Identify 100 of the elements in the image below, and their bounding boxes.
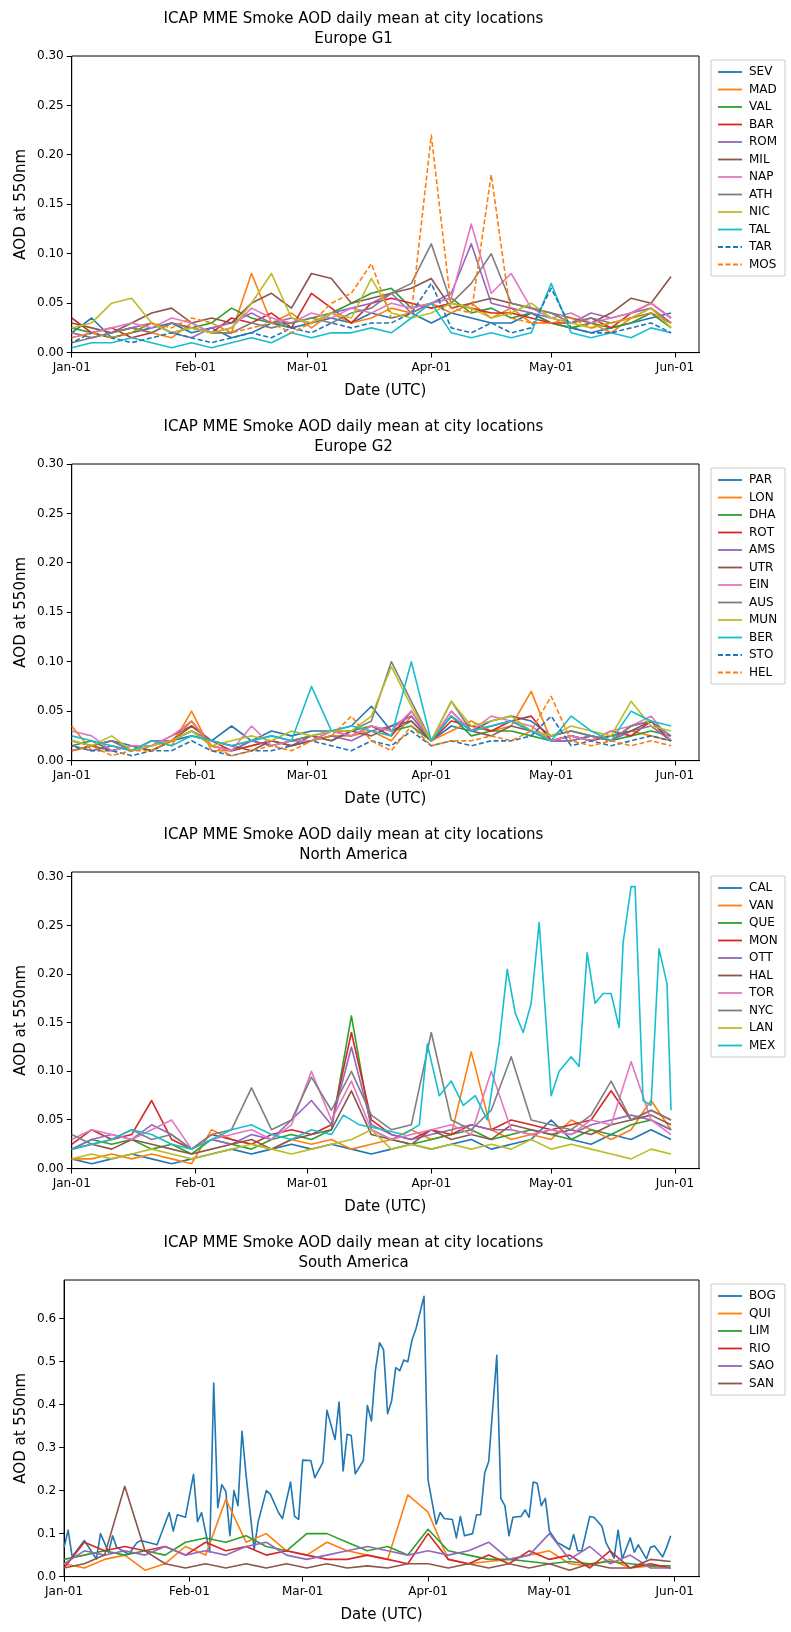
- y-tick-label: 0.25: [37, 97, 64, 112]
- y-tick-label: 0.15: [37, 604, 64, 619]
- legend-label: OTT: [749, 950, 774, 965]
- y-tick-label: 0.30: [37, 456, 64, 471]
- x-tick-label: May-01: [529, 767, 574, 782]
- chart-title: ICAP MME Smoke AOD daily mean at city locations: [163, 1232, 544, 1251]
- legend-label: VAN: [749, 897, 774, 912]
- y-tick-label: 0.10: [37, 1063, 64, 1078]
- legend-label: MON: [749, 932, 778, 947]
- y-tick-label: 0.2: [36, 1482, 57, 1497]
- y-tick-label: 0.20: [37, 966, 64, 981]
- legend-label: STO: [749, 647, 774, 662]
- y-tick-label: 0.20: [37, 146, 64, 161]
- chart-title: ICAP MME Smoke AOD daily mean at city locations: [163, 824, 544, 843]
- chart-subtitle: Europe G1: [314, 28, 393, 47]
- y-tick-label: 0.4: [36, 1396, 57, 1411]
- legend-label: TAR: [748, 239, 772, 254]
- legend-label: TAL: [748, 221, 771, 236]
- y-tick-label: 0.20: [37, 554, 64, 569]
- legend-label: NYC: [749, 1002, 774, 1017]
- y-tick-label: 0.15: [37, 1014, 64, 1029]
- legend-label: SAO: [749, 1358, 775, 1373]
- x-tick-label: Jun-01: [654, 359, 695, 374]
- y-tick-label: 0.05: [37, 295, 64, 310]
- legend-label: DHA: [749, 507, 777, 522]
- legend-label: ROT: [749, 524, 775, 539]
- legend-label: BOG: [749, 1288, 776, 1303]
- x-tick-label: Mar-01: [286, 767, 329, 782]
- y-tick-label: 0.1: [36, 1525, 57, 1540]
- chart-title: ICAP MME Smoke AOD daily mean at city locations: [163, 416, 544, 435]
- x-tick-label: May-01: [529, 1175, 574, 1190]
- legend-label: CAL: [749, 880, 773, 895]
- legend-label: MIL: [749, 151, 770, 166]
- legend-label: TOR: [748, 985, 775, 1000]
- legend-label: NAP: [749, 169, 774, 184]
- y-tick-label: 0.15: [37, 196, 64, 211]
- legend-label: AMS: [749, 542, 776, 557]
- y-tick-label: 0.05: [37, 703, 64, 718]
- legend-label: AUS: [749, 594, 774, 609]
- legend-label: LIM: [749, 1323, 770, 1338]
- x-tick-label: Apr-01: [411, 359, 452, 374]
- y-tick-label: 0.30: [37, 868, 64, 883]
- y-tick-label: 0.00: [37, 752, 64, 767]
- legend-label: MEX: [749, 1037, 776, 1052]
- legend-label: VAL: [749, 99, 772, 114]
- legend-label: EIN: [749, 577, 770, 592]
- y-tick-label: 0.25: [37, 917, 64, 932]
- x-axis-title: Date (UTC): [344, 380, 427, 399]
- legend-label: HEL: [749, 664, 773, 679]
- legend-label: HAL: [749, 967, 774, 982]
- legend-label: LAN: [749, 1020, 774, 1035]
- chart-subtitle: North America: [299, 844, 408, 863]
- x-tick-label: Jan-01: [51, 767, 91, 782]
- chart-subtitle: Europe G2: [314, 436, 393, 455]
- legend-label: RIO: [749, 1340, 771, 1355]
- legend-label: PAR: [749, 472, 773, 487]
- x-tick-label: Jan-01: [51, 1175, 91, 1190]
- legend-label: LON: [749, 489, 774, 504]
- legend-label: UTR: [749, 559, 774, 574]
- x-tick-label: Feb-01: [175, 359, 217, 374]
- y-tick-label: 0.25: [37, 505, 64, 520]
- y-tick-label: 0.00: [37, 1160, 64, 1175]
- chart-subtitle: South America: [298, 1252, 409, 1271]
- x-tick-label: Feb-01: [169, 1583, 210, 1598]
- legend-label: BER: [749, 629, 774, 644]
- legend-label: ROM: [749, 134, 778, 149]
- legend-label: NIC: [749, 204, 770, 219]
- legend-label: MUN: [749, 612, 778, 627]
- legend-label: QUI: [749, 1305, 771, 1320]
- x-tick-label: Jun-01: [654, 1583, 694, 1598]
- legend-label: MAD: [749, 81, 777, 96]
- legend-label: SEV: [749, 64, 774, 79]
- y-tick-label: 0.5: [36, 1353, 57, 1368]
- x-tick-label: Feb-01: [175, 767, 217, 782]
- x-tick-label: May-01: [529, 359, 574, 374]
- x-tick-label: Jun-01: [654, 1175, 695, 1190]
- y-tick-label: 0.0: [36, 1568, 57, 1583]
- y-tick-label: 0.00: [37, 344, 64, 359]
- legend-label: SAN: [749, 1375, 775, 1390]
- y-tick-label: 0.10: [37, 653, 64, 668]
- y-tick-label: 0.10: [37, 245, 64, 260]
- x-tick-label: Mar-01: [281, 1583, 324, 1598]
- x-axis-title: Date (UTC): [340, 1604, 423, 1623]
- legend-label: QUE: [749, 915, 775, 930]
- x-tick-label: Mar-01: [286, 359, 329, 374]
- y-axis-title: AOD at 550nm: [10, 556, 29, 668]
- legend-label: ATH: [749, 186, 773, 201]
- legend-label: MOS: [749, 256, 777, 271]
- x-tick-label: Apr-01: [408, 1583, 448, 1598]
- y-tick-label: 0.30: [37, 48, 64, 63]
- x-tick-label: Apr-01: [411, 1175, 452, 1190]
- y-axis-title: AOD at 550nm: [10, 148, 29, 260]
- x-tick-label: Apr-01: [411, 767, 452, 782]
- x-tick-label: May-01: [527, 1583, 572, 1598]
- x-tick-label: Jan-01: [44, 1583, 84, 1598]
- legend-label: BAR: [749, 116, 774, 131]
- y-tick-label: 0.05: [37, 1112, 64, 1127]
- x-tick-label: Mar-01: [286, 1175, 329, 1190]
- y-axis-title: AOD at 550nm: [10, 964, 29, 1076]
- chart-title: ICAP MME Smoke AOD daily mean at city locations: [163, 8, 544, 27]
